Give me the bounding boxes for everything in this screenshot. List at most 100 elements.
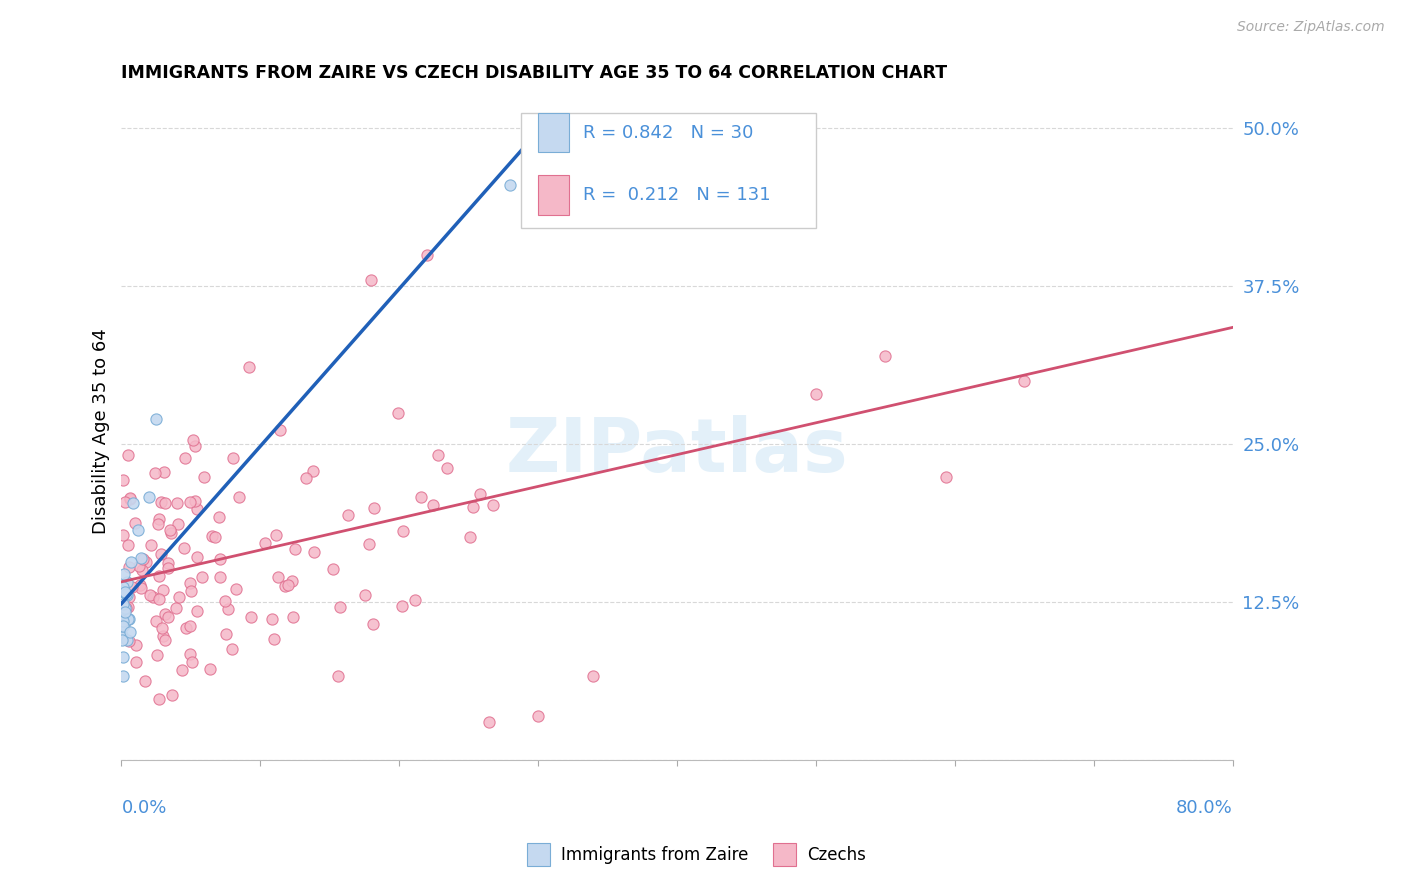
- Point: [198, 662, 221, 676]
- Point: [482, 498, 505, 512]
- Point: [804, 386, 827, 401]
- Point: [329, 600, 352, 615]
- Point: [157, 610, 180, 624]
- Point: [129, 581, 152, 595]
- Text: R =  0.212   N = 131: R = 0.212 N = 131: [582, 186, 770, 204]
- Point: [326, 668, 349, 682]
- Point: [138, 588, 160, 602]
- Text: 80.0%: 80.0%: [1175, 799, 1233, 817]
- Point: [111, 669, 134, 683]
- Point: [357, 537, 380, 551]
- Point: [392, 524, 415, 538]
- Point: [150, 495, 173, 509]
- Point: [173, 541, 195, 555]
- FancyBboxPatch shape: [522, 113, 815, 227]
- Point: [114, 605, 136, 619]
- Point: [112, 617, 135, 632]
- Point: [269, 423, 291, 437]
- Point: [157, 556, 180, 570]
- Point: [387, 406, 409, 420]
- Text: IMMIGRANTS FROM ZAIRE VS CZECH DISABILITY AGE 35 TO 64 CORRELATION CHART: IMMIGRANTS FROM ZAIRE VS CZECH DISABILIT…: [121, 64, 948, 82]
- Point: [201, 529, 224, 543]
- Point: [322, 562, 344, 576]
- Point: [416, 247, 439, 261]
- FancyBboxPatch shape: [538, 176, 569, 215]
- Point: [115, 600, 138, 615]
- Point: [179, 575, 201, 590]
- Point: [183, 494, 205, 508]
- Point: [262, 612, 284, 626]
- Point: [118, 560, 141, 574]
- Point: [274, 579, 297, 593]
- Point: [146, 648, 169, 663]
- Point: [138, 490, 160, 504]
- Text: ZIPatlas: ZIPatlas: [506, 415, 848, 488]
- Point: [527, 708, 550, 723]
- Point: [360, 273, 382, 287]
- Point: [125, 638, 148, 652]
- Point: [118, 634, 141, 648]
- Point: [582, 669, 605, 683]
- Point: [422, 498, 444, 512]
- Point: [1012, 374, 1035, 388]
- Point: [156, 560, 179, 574]
- Point: [404, 593, 426, 607]
- Point: [111, 473, 134, 487]
- Point: [174, 451, 197, 466]
- Text: R = 0.842   N = 30: R = 0.842 N = 30: [582, 124, 752, 142]
- Point: [221, 641, 243, 656]
- Point: [111, 630, 134, 644]
- Point: [117, 600, 139, 615]
- Point: [153, 496, 176, 510]
- Point: [281, 574, 304, 588]
- Point: [148, 517, 170, 532]
- Point: [131, 563, 153, 577]
- Point: [208, 552, 231, 566]
- Point: [238, 360, 260, 375]
- Point: [111, 602, 134, 616]
- Point: [111, 584, 134, 599]
- Point: [128, 558, 150, 573]
- Point: [141, 538, 163, 552]
- Point: [132, 552, 155, 566]
- Point: [114, 587, 136, 601]
- Point: [461, 500, 484, 514]
- Point: [129, 550, 152, 565]
- Point: [228, 491, 250, 505]
- Point: [277, 578, 299, 592]
- Point: [354, 588, 377, 602]
- Point: [165, 601, 187, 615]
- Point: [150, 547, 173, 561]
- Point: [263, 632, 285, 646]
- Point: [114, 585, 136, 599]
- Point: [470, 487, 492, 501]
- Point: [284, 541, 307, 556]
- Point: [111, 632, 134, 647]
- Point: [184, 439, 207, 453]
- Point: [208, 509, 231, 524]
- Point: [215, 627, 238, 641]
- Point: [186, 550, 208, 565]
- Point: [148, 512, 170, 526]
- Point: [665, 197, 688, 211]
- Point: [239, 610, 262, 624]
- Point: [363, 501, 385, 516]
- Point: [112, 527, 135, 541]
- Point: [391, 599, 413, 614]
- Point: [111, 597, 134, 611]
- Point: [254, 536, 277, 550]
- Point: [264, 527, 287, 541]
- Point: [186, 604, 208, 618]
- Point: [152, 629, 174, 643]
- Text: 0.0%: 0.0%: [121, 799, 167, 817]
- FancyBboxPatch shape: [538, 113, 569, 153]
- Point: [111, 618, 134, 632]
- Point: [167, 517, 190, 532]
- Point: [148, 592, 170, 607]
- Point: [150, 621, 173, 635]
- Point: [117, 612, 139, 626]
- Point: [336, 508, 359, 522]
- Point: [166, 496, 188, 510]
- Point: [283, 610, 305, 624]
- Point: [180, 583, 202, 598]
